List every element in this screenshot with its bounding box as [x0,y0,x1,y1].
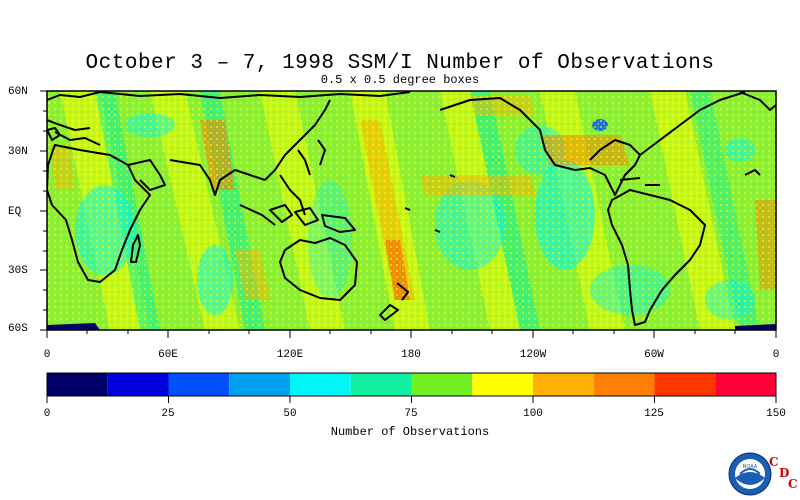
lon-label-120w: 120W [519,349,547,361]
new-zealand-coast [379,282,409,321]
colorbar-bin-1 [107,373,169,396]
colorbar-tick-150: 150 [766,408,786,420]
noaa-logo-icon: NOAA [728,452,772,496]
lat-label-30s: 30S [8,265,28,277]
colorbar-bin-9 [593,373,655,396]
antarctic-edge-east [735,324,776,330]
colorbar-title: Number of Observations [330,425,490,439]
colorbar-bin-4 [290,373,351,396]
colorbar-bin-8 [533,373,594,396]
noaa-logo-text: NOAA [743,464,758,470]
colorbar-bin-3 [229,373,290,396]
south-asia-coast [127,159,266,196]
lon-label-120e: 120E [276,349,304,361]
australia-coast [279,237,358,301]
lat-ticks [40,90,47,331]
indonesia-coast [239,204,356,233]
africa-coast [47,144,151,283]
colorbar-bin-11 [715,373,776,396]
lon-label-60w: 60W [644,349,664,361]
east-asia-coast [264,99,331,216]
lat-label-eq: EQ [8,206,22,218]
madagascar-coast [130,234,141,263]
colorbar-tick-75: 75 [404,408,418,420]
chart-title: October 3 – 7, 1998 SSM/I Number of Obse… [85,52,715,75]
lon-label-0-west: 0 [43,349,51,361]
chart-subtitle: 0.5 x 0.5 degree boxes [320,73,480,87]
observation-field [47,91,776,330]
colorbar-tick-100: 100 [523,408,543,420]
colorbar-bin-6 [411,373,473,396]
colorbar-bin-10 [654,373,716,396]
colorbar-tick-125: 125 [644,408,664,420]
europe-west-coast [47,127,61,141]
caribbean-islands [619,177,660,186]
lat-label-30n: 30N [8,146,28,158]
colorbar-bin-0 [47,373,108,396]
colorbar [46,372,777,403]
colorbar-bin-5 [350,373,412,396]
pacific-islands [404,174,456,233]
cdc-letter-c2: C [788,477,798,491]
antarctic-edge-west [47,323,100,330]
lat-label-60s: 60S [8,323,28,335]
colorbar-bin-7 [472,373,533,396]
colorbar-tick-0: 0 [43,408,51,420]
north-atlantic-coast [739,91,776,176]
lon-label-60e: 60E [158,349,178,361]
eurasia-north-coast [47,91,411,146]
lat-label-60n: 60N [8,86,28,98]
colorbar-bin-2 [168,373,230,396]
lon-label-180: 180 [401,349,421,361]
north-america-coast [439,91,746,196]
lon-label-0-east: 0 [772,349,780,361]
lon-ticks [46,330,777,338]
colorbar-tick-25: 25 [161,408,175,420]
cdc-letter-d: D [779,466,790,480]
coastlines [47,91,776,326]
cdc-letter-c1: C [769,455,779,469]
south-america-coast [607,189,706,326]
colorbar-tick-50: 50 [283,408,297,420]
